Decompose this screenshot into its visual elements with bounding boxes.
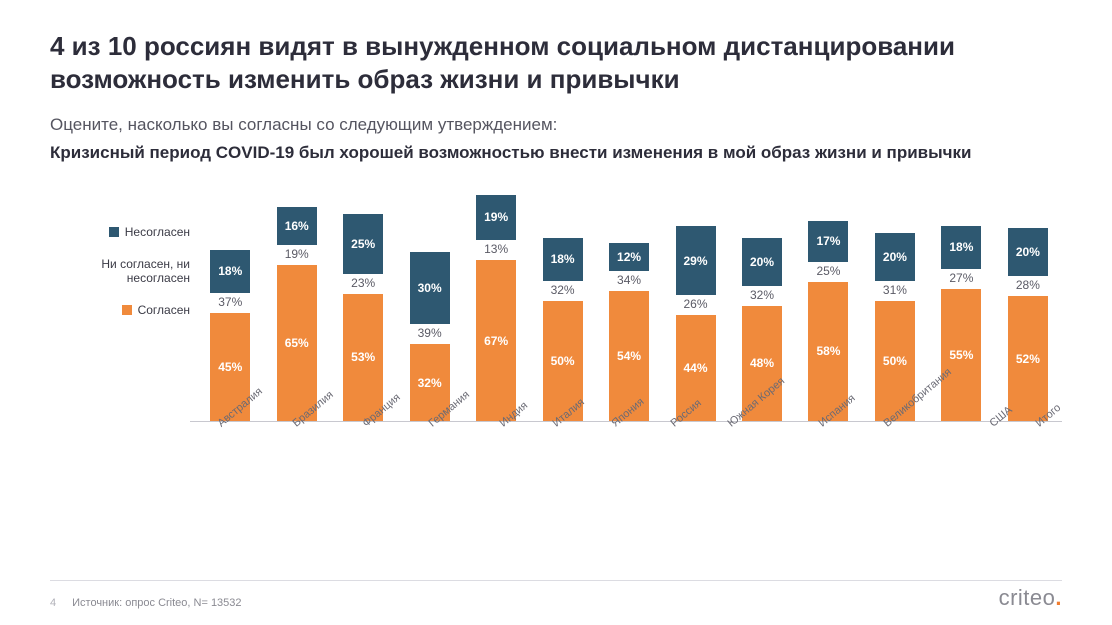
chart-row: Несогласен Ни согласен, ни несогласен Со…: [50, 195, 1062, 422]
chart-column: 18%32%50%: [532, 238, 592, 421]
legend-neutral: Ни согласен, ни несогласен: [50, 257, 190, 285]
criteo-logo: criteo.: [999, 585, 1062, 611]
chart-column: 29%26%44%: [665, 226, 725, 421]
chart-column: 20%28%52%: [998, 228, 1058, 421]
bar-disagree: 20%: [1008, 228, 1048, 276]
legend-swatch-agree: [122, 305, 132, 315]
bar-agree: 65%: [277, 265, 317, 421]
neutral-label: 26%: [684, 295, 708, 315]
neutral-label: 23%: [351, 274, 375, 294]
slide-title: 4 из 10 россиян видят в вынужденном соци…: [50, 30, 1062, 95]
chart-column: 30%39%32%: [399, 252, 459, 421]
slide-subtitle-bold: Кризисный период COVID-19 был хорошей во…: [50, 141, 1062, 165]
footer: 4 Источник: опрос Criteo, N= 13532: [50, 597, 242, 609]
bar-disagree: 16%: [277, 207, 317, 245]
neutral-label: 13%: [484, 240, 508, 260]
bar-disagree: 18%: [210, 250, 250, 293]
neutral-label: 19%: [285, 245, 309, 265]
slide-subtitle: Оцените, насколько вы согласны со следую…: [50, 113, 1062, 137]
neutral-label: 39%: [418, 324, 442, 344]
logo-text: criteo: [999, 585, 1056, 610]
legend-swatch-disagree: [109, 227, 119, 237]
legend-neutral-label: Ни согласен, ни несогласен: [50, 257, 190, 285]
legend-disagree-label: Несогласен: [125, 225, 190, 239]
chart-legend: Несогласен Ни согласен, ни несогласен Со…: [50, 195, 190, 335]
bar-disagree: 19%: [476, 195, 516, 241]
bar-disagree: 30%: [410, 252, 450, 324]
bar-disagree: 17%: [808, 221, 848, 262]
neutral-label: 25%: [816, 262, 840, 282]
footer-divider: [50, 580, 1062, 581]
bar-agree: 67%: [476, 260, 516, 421]
legend-agree-label: Согласен: [138, 303, 190, 317]
page-number: 4: [50, 597, 56, 609]
neutral-label: 27%: [949, 269, 973, 289]
legend-disagree: Несогласен: [50, 225, 190, 239]
bar-disagree: 29%: [676, 226, 716, 296]
neutral-label: 37%: [218, 293, 242, 313]
chart-column: 19%13%67%: [466, 195, 526, 421]
source-text: Источник: опрос Criteo, N= 13532: [72, 597, 241, 609]
neutral-label: 32%: [750, 286, 774, 306]
chart-xlabels: АвстралияБразилияФранцияГерманияИндияИта…: [200, 422, 1062, 480]
bar-disagree: 18%: [941, 226, 981, 269]
bar-disagree: 20%: [742, 238, 782, 286]
bar-agree: 53%: [343, 294, 383, 421]
logo-dot: .: [1055, 585, 1062, 610]
neutral-label: 31%: [883, 281, 907, 301]
bar-disagree: 12%: [609, 243, 649, 272]
bar-disagree: 25%: [343, 214, 383, 274]
slide: 4 из 10 россиян видят в вынужденном соци…: [0, 0, 1112, 625]
neutral-label: 34%: [617, 271, 641, 291]
legend-agree: Согласен: [50, 303, 190, 317]
neutral-label: 28%: [1016, 276, 1040, 296]
chart-column: 12%34%54%: [599, 243, 659, 421]
neutral-label: 32%: [551, 281, 575, 301]
bar-agree: 52%: [1008, 296, 1048, 421]
chart-column: 16%19%65%: [266, 207, 326, 421]
bar-disagree: 18%: [543, 238, 583, 281]
chart-column: 25%23%53%: [333, 214, 393, 421]
bar-disagree: 20%: [875, 233, 915, 281]
